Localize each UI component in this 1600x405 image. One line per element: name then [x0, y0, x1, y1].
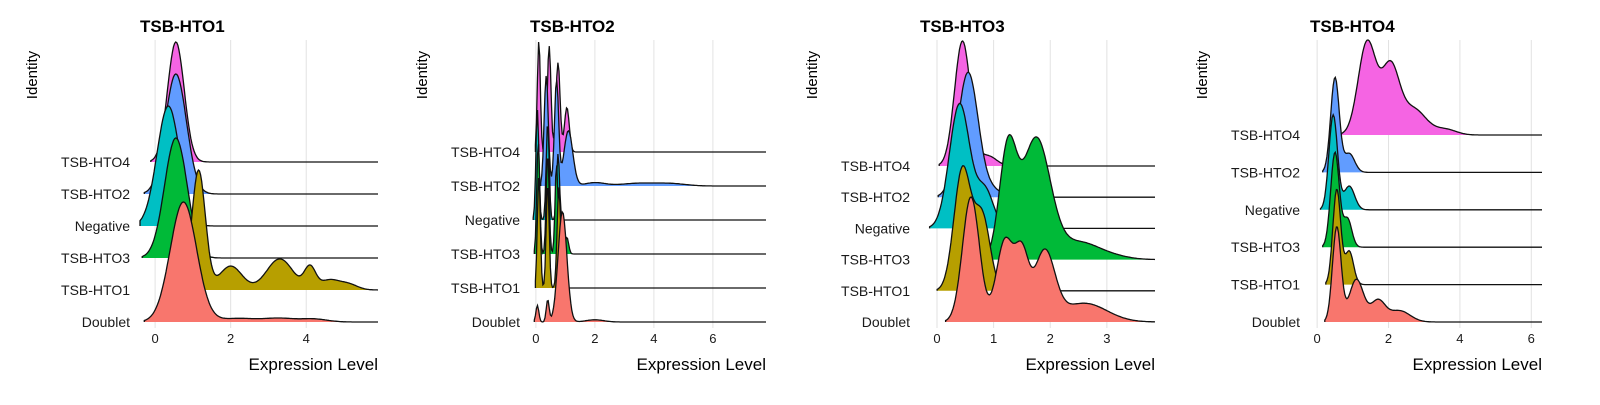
ytick-label: TSB-HTO1	[61, 282, 130, 298]
ridge-fill-doublet	[945, 197, 1155, 322]
panel-3: TSB-HTO4 TSB-HTO2 Negative TSB-HTO3 TSB-HTO1…	[804, 17, 1156, 374]
ytick-label: TSB-HTO4	[1231, 127, 1300, 143]
xtick-label: 2	[1385, 331, 1392, 346]
ridge-fill-tsb-hto1	[535, 178, 766, 288]
ridge-fill-doublet	[534, 212, 766, 322]
panel-title: TSB-HTO4	[1310, 17, 1395, 36]
ytick-label: Negative	[855, 220, 910, 236]
ridge-fill-tsb-hto3	[1322, 152, 1542, 248]
xtick-label: 6	[1528, 331, 1535, 346]
ytick-label: TSB-HTO1	[451, 280, 520, 296]
ridge-fill-tsb-hto4	[1340, 40, 1542, 135]
x-axis-label: Expression Level	[249, 355, 378, 374]
xtick-label: 1	[990, 331, 997, 346]
ytick-label: TSB-HTO3	[61, 250, 130, 266]
ridge-fill-tsb-hto1	[178, 170, 378, 290]
xtick-label: 2	[227, 331, 234, 346]
ridge-line-doublet	[1324, 226, 1542, 323]
ridge-line-negative	[532, 109, 766, 221]
ridge-line-tsb-hto1	[1325, 188, 1542, 286]
ytick-label: Negative	[75, 218, 130, 234]
xtick-label: 2	[1047, 331, 1054, 346]
ytick-label: TSB-HTO4	[841, 158, 910, 174]
ridge-line-tsb-hto4	[1339, 39, 1542, 136]
ridge-line-tsb-hto1	[178, 168, 379, 291]
ridge-fill-tsb-hto2	[1322, 77, 1542, 173]
ridge-line-doublet	[143, 201, 378, 323]
ytick-label: Negative	[1245, 202, 1300, 218]
ridge-line-tsb-hto1	[534, 177, 766, 289]
ridge-fill-negative	[1320, 114, 1542, 210]
ytick-label: Doublet	[472, 314, 520, 330]
ridge-fill-tsb-hto1	[937, 165, 1155, 291]
ridge-line-tsb-hto3	[982, 133, 1156, 261]
ridge-fill-tsb-hto3	[983, 134, 1155, 260]
ridge-fill-doublet	[1324, 227, 1542, 322]
ridge-line-tsb-hto3	[533, 143, 766, 256]
y-axis-label: Identity	[24, 50, 41, 99]
ytick-label: TSB-HTO2	[61, 186, 130, 202]
ridge-fill-negative	[929, 103, 1155, 229]
ytick-label: TSB-HTO2	[1231, 164, 1300, 180]
ridge-line-doublet	[944, 196, 1156, 323]
y-axis-label: Identity	[414, 50, 431, 99]
ytick-label: TSB-HTO2	[451, 178, 520, 194]
xtick-label: 0	[532, 331, 539, 346]
ridge-line-tsb-hto2	[1322, 75, 1542, 174]
ridge-line-tsb-hto3	[1322, 150, 1542, 248]
ridge-line-tsb-hto4	[150, 41, 378, 163]
ridge-fill-doublet	[144, 202, 378, 322]
xtick-label: 0	[151, 331, 158, 346]
ridge-fill-tsb-hto1	[1325, 189, 1542, 285]
panel-title: TSB-HTO1	[140, 17, 225, 36]
xtick-label: 0	[1314, 331, 1321, 346]
y-axis-label: Identity	[1194, 50, 1211, 99]
ytick-label: TSB-HTO4	[61, 154, 130, 170]
ytick-label: Doublet	[82, 314, 130, 330]
ytick-label: Negative	[465, 212, 520, 228]
xtick-label: 4	[1456, 331, 1463, 346]
xtick-label: 6	[709, 331, 716, 346]
ridge-fill-tsb-hto2	[540, 76, 766, 186]
ridge-line-tsb-hto3	[141, 137, 378, 259]
panel-title: TSB-HTO3	[920, 17, 1005, 36]
ytick-label: TSB-HTO3	[1231, 239, 1300, 255]
panel-4: TSB-HTO4 TSB-HTO2 Negative TSB-HTO3 TSB-HTO1…	[1194, 17, 1542, 374]
ridge-line-tsb-hto2	[540, 75, 766, 187]
ridge-line-tsb-hto2	[143, 73, 378, 195]
x-axis-label: Expression Level	[1413, 355, 1542, 374]
ytick-label: TSB-HTO1	[1231, 277, 1300, 293]
panel-title: TSB-HTO2	[530, 17, 615, 36]
ytick-label: TSB-HTO3	[841, 252, 910, 268]
x-axis-label: Expression Level	[1026, 355, 1155, 374]
ytick-label: Doublet	[862, 314, 910, 330]
ridge-line-doublet	[533, 210, 766, 323]
ytick-label: TSB-HTO2	[841, 189, 910, 205]
ytick-label: Doublet	[1252, 314, 1300, 330]
x-axis-label: Expression Level	[637, 355, 766, 374]
ytick-label: TSB-HTO3	[451, 246, 520, 262]
xtick-label: 4	[650, 331, 657, 346]
xtick-label: 4	[303, 331, 310, 346]
panel-2: TSB-HTO4 TSB-HTO2 Negative TSB-HTO3 TSB-HTO1…	[414, 17, 766, 374]
ytick-label: TSB-HTO4	[451, 144, 520, 160]
xtick-label: 3	[1103, 331, 1110, 346]
xtick-label: 2	[591, 331, 598, 346]
y-axis-label: Identity	[804, 50, 821, 99]
ytick-label: TSB-HTO1	[841, 283, 910, 299]
ridge-fill-tsb-hto3	[142, 138, 378, 258]
panel-1: TSB-HTO4 TSB-HTO2 Negative TSB-HTO3 TSB-HTO1…	[24, 17, 379, 374]
ridge-line-negative	[1319, 113, 1542, 211]
xtick-label: 0	[933, 331, 940, 346]
